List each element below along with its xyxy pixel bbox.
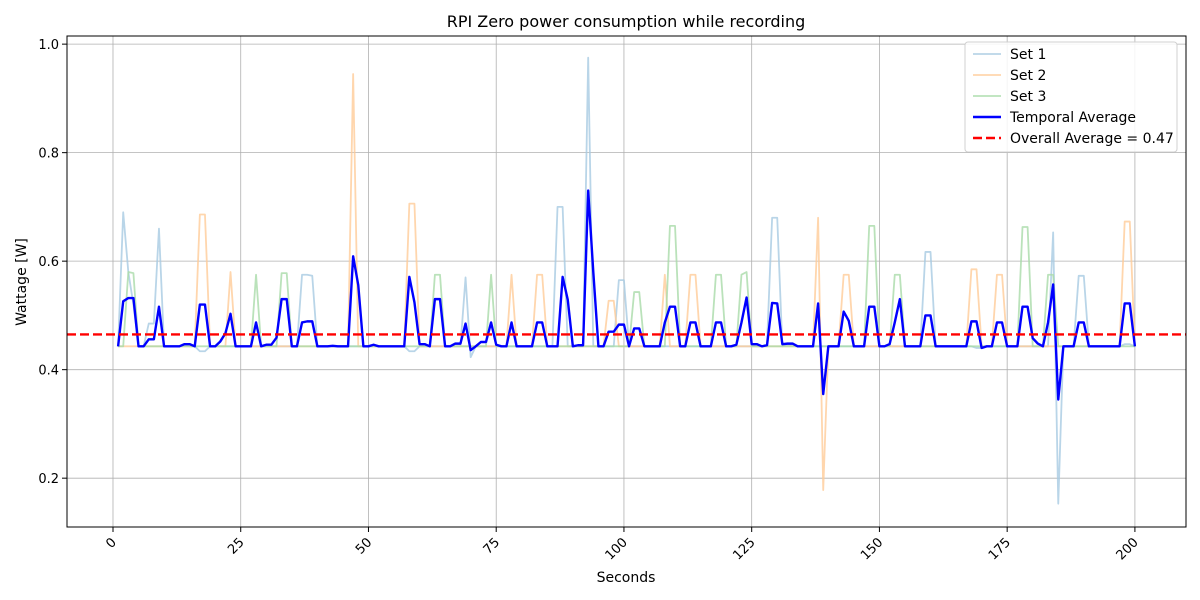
y-tick-label: 1.0 — [38, 38, 59, 53]
y-axis-label: Wattage [W] — [14, 238, 30, 326]
legend-label-temporal-average: Temporal Average — [1009, 110, 1136, 126]
chart-title: RPI Zero power consumption while recordi… — [447, 12, 806, 31]
legend-label-set-1: Set 1 — [1010, 47, 1046, 63]
legend-box — [964, 41, 1178, 153]
legend: Set 1 Set 2 Set 3 Temporal Average Overall A… — [964, 41, 1178, 153]
y-tick-label: 0.4 — [38, 364, 59, 379]
legend-label-set-3: Set 3 — [1010, 89, 1046, 105]
x-axis-label: Seconds — [597, 570, 656, 586]
legend-label-set-2: Set 2 — [1010, 68, 1046, 84]
legend-label-overall-average: Overall Average = 0.47 — [1010, 131, 1174, 147]
series-layer — [67, 56, 1186, 505]
plot-frame — [66, 35, 1187, 528]
y-tick-label: 0.8 — [38, 147, 59, 162]
y-tick-label: 0.6 — [38, 255, 59, 270]
y-tick-label: 0.2 — [38, 472, 59, 487]
